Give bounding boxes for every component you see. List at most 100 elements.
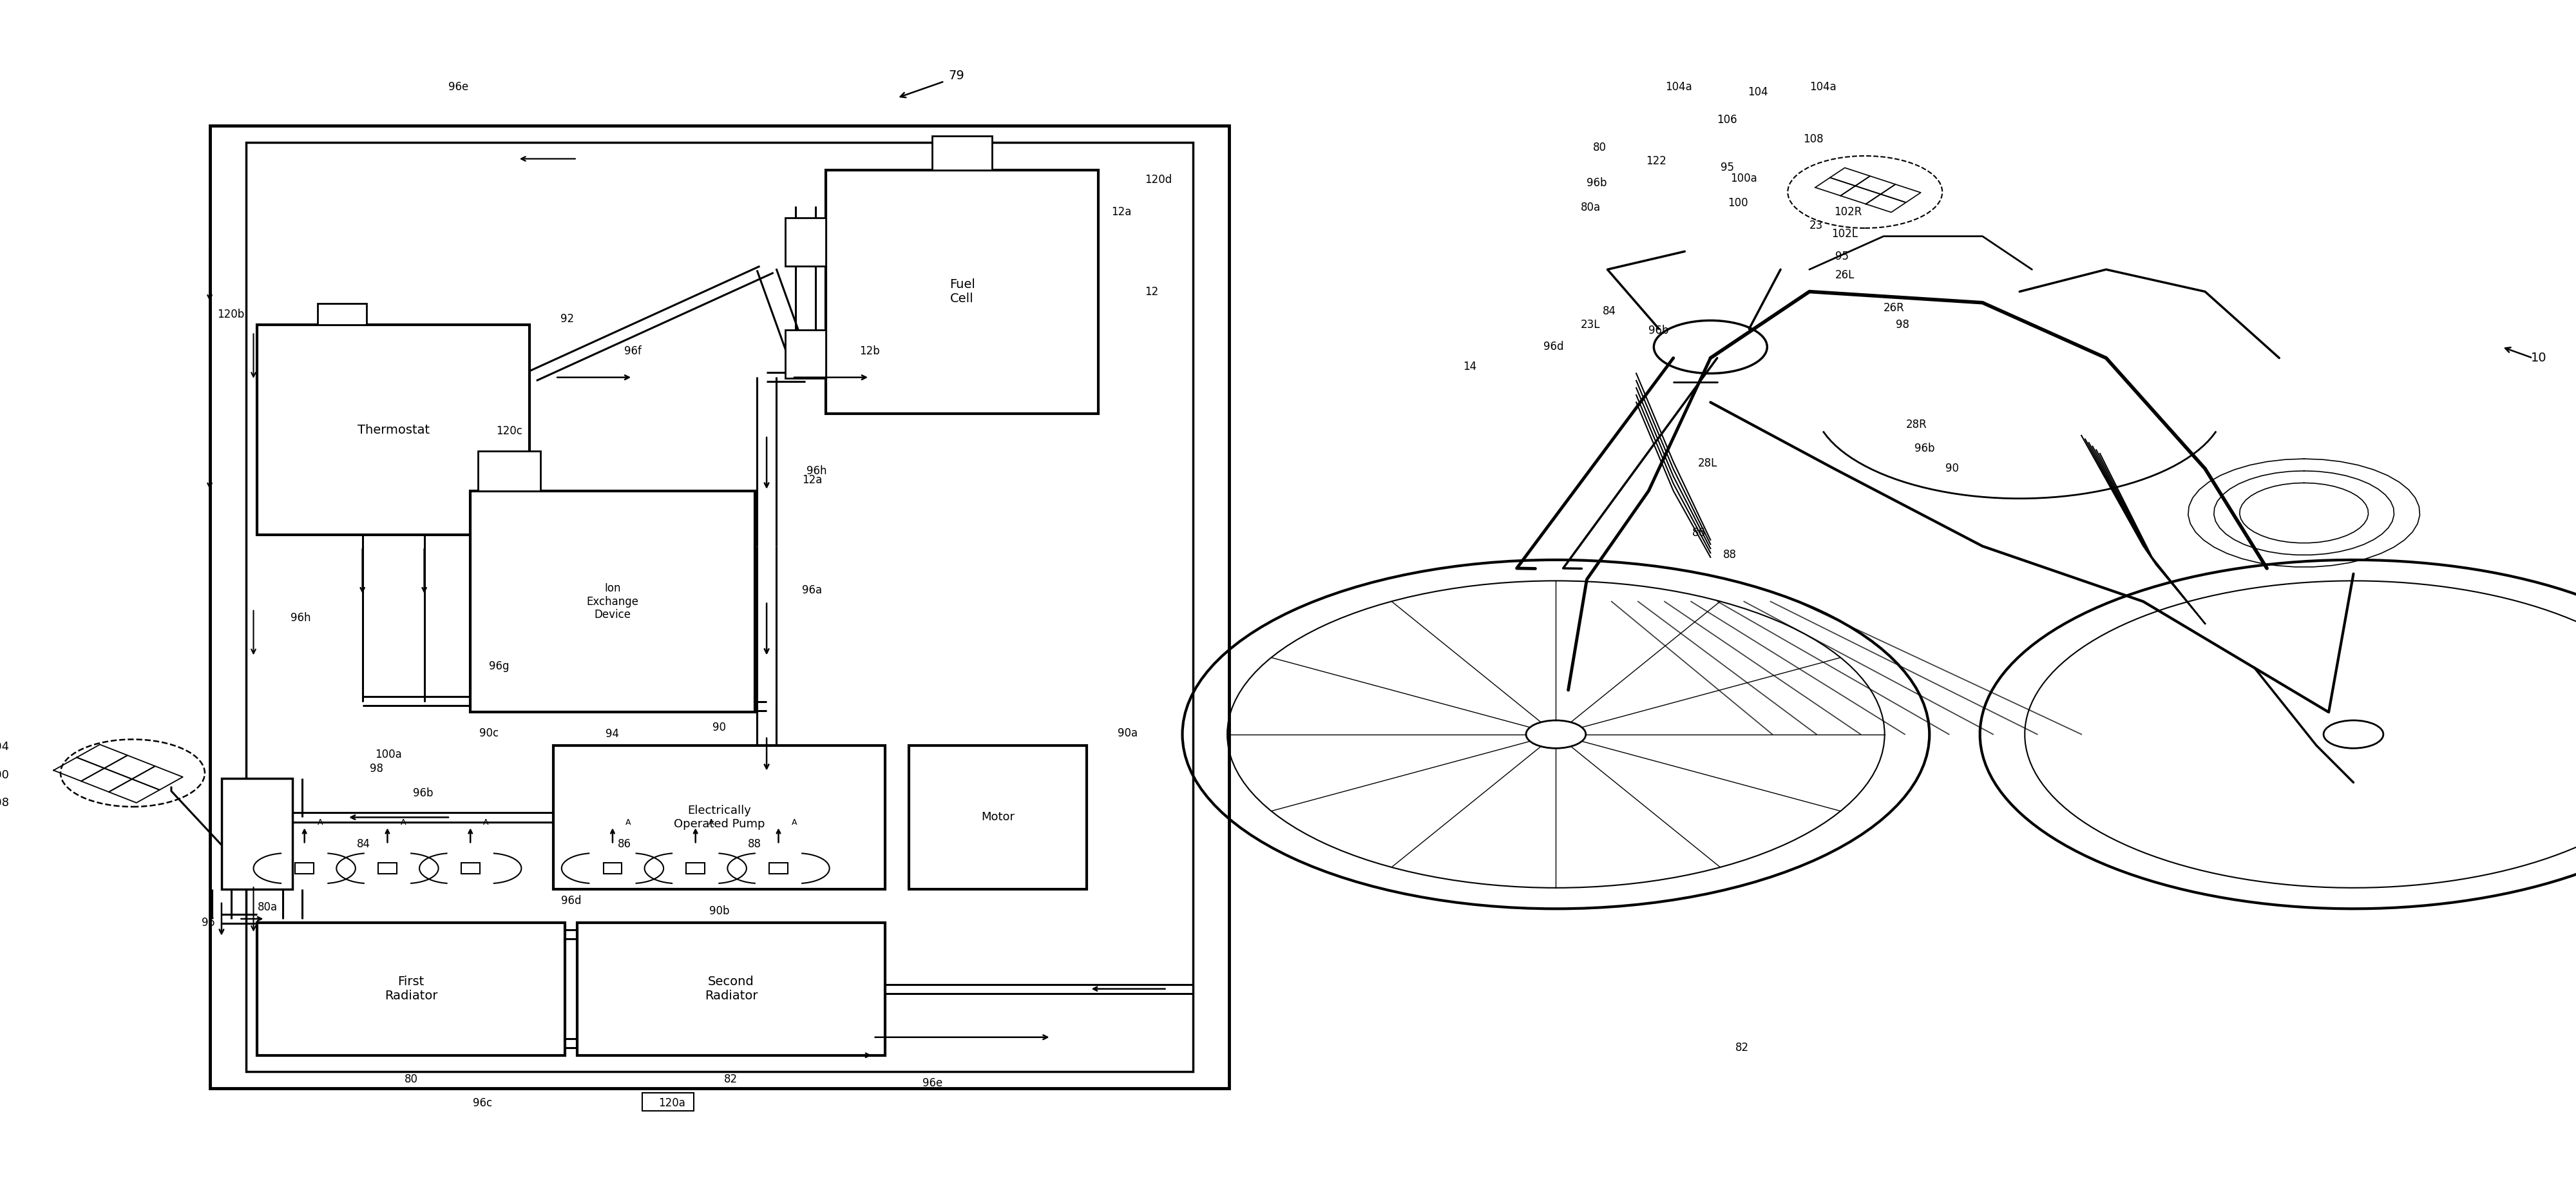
Text: 96b: 96b — [1914, 443, 1935, 455]
Text: 28L: 28L — [1698, 457, 1718, 469]
Text: 26L: 26L — [1834, 269, 1855, 280]
Text: 96g: 96g — [489, 660, 510, 672]
Text: 95: 95 — [1721, 162, 1734, 173]
Text: 80: 80 — [404, 1073, 417, 1085]
Bar — [786, 330, 827, 378]
Text: 100a: 100a — [376, 748, 402, 760]
Text: 86: 86 — [618, 838, 631, 851]
Text: A: A — [626, 818, 631, 826]
Text: A: A — [317, 818, 322, 826]
Text: 86: 86 — [1692, 527, 1705, 539]
Text: 79: 79 — [948, 70, 963, 82]
Text: 120c: 120c — [497, 425, 523, 437]
Text: 88: 88 — [1723, 550, 1736, 561]
Text: 80: 80 — [1592, 142, 1607, 154]
Text: A: A — [791, 818, 796, 826]
Text: 90: 90 — [1945, 463, 1958, 474]
Text: 96c: 96c — [471, 1097, 492, 1109]
Bar — [258, 923, 564, 1055]
Bar — [827, 170, 1097, 414]
Text: A: A — [484, 818, 489, 826]
Bar — [685, 863, 706, 873]
Text: Motor: Motor — [981, 812, 1015, 823]
Text: 82: 82 — [1736, 1042, 1749, 1054]
Text: Second
Radiator: Second Radiator — [703, 976, 757, 1002]
Text: 108: 108 — [0, 798, 10, 808]
Text: Ion
Exchange
Device: Ion Exchange Device — [587, 582, 639, 621]
Text: 10: 10 — [2532, 352, 2548, 365]
Bar — [317, 304, 366, 325]
Bar — [296, 863, 314, 873]
Bar — [786, 218, 827, 266]
Bar — [479, 451, 541, 491]
Text: 90c: 90c — [479, 728, 500, 739]
Text: 95: 95 — [201, 917, 216, 929]
Text: 96b: 96b — [1587, 177, 1607, 189]
Text: 23L: 23L — [1582, 319, 1600, 331]
Text: Electrically
Operated Pump: Electrically Operated Pump — [675, 805, 765, 830]
Bar — [933, 136, 992, 170]
Text: 96e: 96e — [448, 81, 469, 93]
Text: 90a: 90a — [1118, 728, 1139, 739]
Bar — [209, 125, 1229, 1089]
Text: 98: 98 — [371, 763, 384, 775]
Text: 96e: 96e — [922, 1077, 943, 1089]
Text: 28R: 28R — [1906, 419, 1927, 431]
Text: A: A — [708, 818, 714, 826]
Text: 106: 106 — [1716, 114, 1736, 126]
Text: 12a: 12a — [801, 474, 822, 486]
Text: 96h: 96h — [291, 612, 312, 624]
Bar — [641, 1092, 693, 1110]
Text: 96f: 96f — [623, 345, 641, 357]
Text: 12a: 12a — [1110, 206, 1131, 218]
Text: 94: 94 — [605, 728, 618, 740]
Text: 96a: 96a — [801, 585, 822, 597]
Bar — [258, 325, 531, 535]
Text: 120d: 120d — [1144, 173, 1172, 185]
Text: Fuel
Cell: Fuel Cell — [951, 278, 974, 304]
Text: First
Radiator: First Radiator — [384, 976, 438, 1002]
Text: 84: 84 — [1602, 306, 1615, 318]
Bar — [379, 863, 397, 873]
Text: 92: 92 — [562, 313, 574, 325]
Text: 100: 100 — [1728, 197, 1749, 209]
Text: 120b: 120b — [216, 308, 245, 320]
Bar — [222, 778, 294, 889]
Bar — [909, 746, 1087, 889]
Text: 96d: 96d — [1543, 342, 1564, 352]
Bar — [245, 142, 1193, 1072]
Text: 84: 84 — [358, 838, 371, 851]
Text: 12: 12 — [1144, 286, 1159, 297]
Bar — [461, 863, 479, 873]
Text: A: A — [399, 818, 407, 826]
Text: 96h: 96h — [806, 466, 827, 476]
Text: 14: 14 — [1463, 361, 1476, 373]
Text: 102L: 102L — [1832, 229, 1857, 239]
Text: 104: 104 — [0, 741, 10, 752]
Bar — [770, 863, 788, 873]
Text: 80a: 80a — [258, 901, 278, 913]
Bar — [554, 746, 886, 889]
Text: 82: 82 — [724, 1073, 737, 1085]
Bar — [471, 491, 755, 712]
Text: 120a: 120a — [659, 1097, 685, 1109]
Text: 100: 100 — [0, 770, 10, 781]
Text: 95: 95 — [1834, 250, 1850, 262]
Text: 104: 104 — [1747, 87, 1767, 99]
Bar — [577, 923, 886, 1055]
Text: 102R: 102R — [1834, 206, 1862, 218]
Text: 104a: 104a — [1808, 81, 1837, 93]
Text: 100a: 100a — [1731, 173, 1757, 184]
Text: Thermostat: Thermostat — [358, 423, 430, 435]
Text: 122: 122 — [1646, 155, 1667, 167]
Text: 26R: 26R — [1883, 302, 1904, 314]
Text: 88: 88 — [747, 838, 762, 851]
Text: 90: 90 — [714, 722, 726, 733]
Text: 12b: 12b — [860, 345, 881, 357]
Text: 90b: 90b — [708, 905, 729, 917]
Bar — [603, 863, 621, 873]
Text: 96b: 96b — [412, 788, 433, 799]
Text: 108: 108 — [1803, 134, 1824, 144]
Text: 98: 98 — [1896, 319, 1909, 331]
Text: 104a: 104a — [1664, 81, 1692, 93]
